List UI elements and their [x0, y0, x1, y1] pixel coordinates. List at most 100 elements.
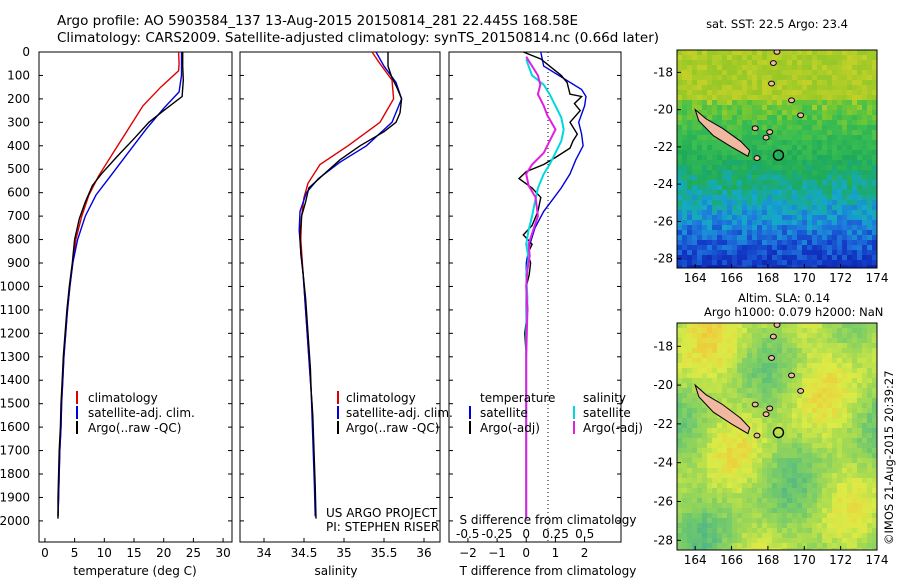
map-cell	[747, 548, 752, 550]
map-cell	[717, 538, 722, 543]
map-cell	[827, 533, 832, 538]
map-cell	[792, 165, 797, 170]
map-cell	[712, 145, 717, 150]
map-cell	[812, 130, 817, 135]
map-cell	[847, 200, 852, 205]
map-cell	[687, 448, 692, 453]
map-cell	[677, 443, 682, 448]
map-cell	[787, 85, 792, 90]
map-cell	[862, 468, 867, 473]
map-cell	[837, 215, 842, 220]
small-island	[769, 60, 777, 66]
map-cell	[802, 333, 807, 338]
map-cell	[797, 145, 802, 150]
map-cell	[722, 225, 727, 230]
map-cell	[722, 428, 727, 433]
map-cell	[772, 90, 777, 95]
map-cell	[727, 180, 732, 185]
depth-tick-label: 100	[7, 68, 30, 82]
map-cell	[762, 493, 767, 498]
map-cell	[727, 498, 732, 503]
map-cell	[792, 170, 797, 175]
map-cell	[707, 65, 712, 70]
map-cell	[717, 195, 722, 200]
map-cell	[812, 323, 817, 328]
map-cell	[777, 448, 782, 453]
map-cell	[727, 145, 732, 150]
map-cell	[747, 135, 752, 140]
map-cell	[772, 523, 777, 528]
map-cell	[727, 165, 732, 170]
map-cell	[707, 453, 712, 458]
map-cell	[777, 548, 782, 550]
map-cell	[797, 338, 802, 343]
map-cell	[867, 458, 872, 463]
map-cell	[687, 353, 692, 358]
map-cell	[842, 528, 847, 533]
map-cell	[827, 348, 832, 353]
map-cell	[777, 205, 782, 210]
map-cell	[692, 230, 697, 235]
map-cell	[827, 195, 832, 200]
map-cell	[697, 323, 702, 328]
map-cell	[742, 333, 747, 338]
map-cell	[842, 170, 847, 175]
map-cell	[752, 538, 757, 543]
map-cell	[677, 160, 682, 165]
map-cell	[797, 245, 802, 250]
map-cell	[832, 453, 837, 458]
map-cell	[832, 533, 837, 538]
map-cell	[752, 205, 757, 210]
map-cell	[827, 210, 832, 215]
map-cell	[732, 348, 737, 353]
map-cell	[827, 458, 832, 463]
map-cell	[842, 488, 847, 493]
map-cell	[697, 383, 702, 388]
map-cell	[772, 423, 777, 428]
map-cell	[737, 473, 742, 478]
map-cell	[842, 200, 847, 205]
map-cell	[737, 468, 742, 473]
map-cell	[702, 155, 707, 160]
map-cell	[787, 90, 792, 95]
map-cell	[747, 100, 752, 105]
map-cell	[827, 523, 832, 528]
map-cell	[797, 473, 802, 478]
map-cell	[792, 110, 797, 115]
map-cell	[827, 160, 832, 165]
map-cell	[712, 438, 717, 443]
map-cell	[707, 483, 712, 488]
map-cell	[772, 458, 777, 463]
map-cell	[802, 60, 807, 65]
map-cell	[797, 343, 802, 348]
map-cell	[762, 498, 767, 503]
map-cell	[817, 338, 822, 343]
map-cell	[747, 493, 752, 498]
map-cell	[737, 443, 742, 448]
map-cell	[752, 528, 757, 533]
map-cell	[777, 533, 782, 538]
map-cell	[802, 328, 807, 333]
map-cell	[837, 230, 842, 235]
map-cell	[792, 245, 797, 250]
map-cell	[812, 160, 817, 165]
map-cell	[822, 95, 827, 100]
map-cell	[757, 518, 762, 523]
map-cell	[682, 185, 687, 190]
map-cell	[842, 65, 847, 70]
map-cell	[792, 523, 797, 528]
map-cell	[777, 145, 782, 150]
map-cell	[872, 488, 877, 493]
map-cell	[762, 543, 767, 548]
map-cell	[717, 343, 722, 348]
map-cell	[802, 215, 807, 220]
map-cell	[837, 265, 842, 268]
map-cell	[722, 125, 727, 130]
map-cell	[847, 363, 852, 368]
s-tick-label: -0.25	[481, 527, 512, 541]
map-cell	[837, 95, 842, 100]
map-cell	[682, 50, 687, 55]
map-cell	[847, 378, 852, 383]
map-cell	[747, 190, 752, 195]
map-cell	[807, 463, 812, 468]
